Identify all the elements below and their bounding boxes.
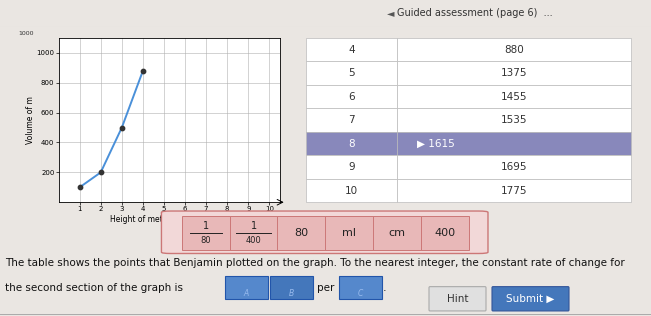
FancyBboxPatch shape [306, 38, 397, 61]
Text: 80: 80 [294, 228, 309, 238]
FancyBboxPatch shape [429, 287, 486, 311]
FancyBboxPatch shape [306, 132, 397, 155]
Point [117, 125, 127, 130]
Point [74, 185, 85, 190]
Text: 1695: 1695 [501, 162, 527, 172]
Text: 5: 5 [348, 68, 355, 78]
Text: Submit ▶: Submit ▶ [506, 294, 555, 304]
Y-axis label: Volume of m: Volume of m [26, 96, 35, 144]
Text: cm: cm [389, 228, 406, 238]
FancyBboxPatch shape [225, 276, 268, 299]
Text: 1535: 1535 [501, 115, 527, 125]
Text: 400: 400 [246, 236, 262, 245]
Text: 4: 4 [348, 45, 355, 55]
Point [96, 170, 106, 175]
FancyBboxPatch shape [492, 287, 569, 311]
Text: 1: 1 [203, 221, 209, 231]
FancyBboxPatch shape [306, 179, 397, 202]
Text: The table shows the points that Benjamin plotted on the graph. To the nearest in: The table shows the points that Benjamin… [5, 258, 625, 268]
FancyBboxPatch shape [397, 108, 631, 132]
FancyBboxPatch shape [373, 216, 421, 250]
Text: 10: 10 [345, 185, 358, 196]
FancyBboxPatch shape [182, 216, 230, 250]
FancyBboxPatch shape [421, 216, 469, 250]
Text: Hint: Hint [447, 294, 468, 304]
Text: 1375: 1375 [501, 68, 527, 78]
FancyBboxPatch shape [306, 155, 397, 179]
Text: 8: 8 [348, 138, 355, 149]
FancyBboxPatch shape [397, 179, 631, 202]
Text: B: B [288, 289, 294, 298]
Text: ◄: ◄ [387, 9, 395, 18]
Text: 6: 6 [348, 92, 355, 102]
FancyBboxPatch shape [397, 132, 631, 155]
Text: 1775: 1775 [501, 185, 527, 196]
Text: ml: ml [342, 228, 356, 238]
Point [138, 68, 148, 73]
FancyBboxPatch shape [306, 85, 397, 108]
Text: C: C [357, 289, 363, 298]
Text: 7: 7 [348, 115, 355, 125]
Text: 9: 9 [348, 162, 355, 172]
FancyBboxPatch shape [270, 276, 312, 299]
FancyBboxPatch shape [326, 216, 374, 250]
FancyBboxPatch shape [339, 276, 381, 299]
Text: .: . [383, 283, 387, 293]
FancyBboxPatch shape [397, 85, 631, 108]
FancyBboxPatch shape [230, 216, 278, 250]
FancyBboxPatch shape [306, 61, 397, 85]
FancyBboxPatch shape [397, 155, 631, 179]
FancyBboxPatch shape [161, 211, 488, 253]
Text: A: A [243, 289, 249, 298]
X-axis label: Height of metal in centimeters: Height of metal in centimeters [111, 215, 228, 224]
Text: 400: 400 [434, 228, 456, 238]
FancyBboxPatch shape [306, 108, 397, 132]
Text: the second section of the graph is: the second section of the graph is [5, 283, 183, 293]
Text: Guided assessment (page 6)  ...: Guided assessment (page 6) ... [397, 9, 553, 18]
FancyBboxPatch shape [277, 216, 326, 250]
FancyBboxPatch shape [397, 61, 631, 85]
Text: 1: 1 [251, 221, 257, 231]
Text: 1000: 1000 [19, 31, 35, 36]
FancyBboxPatch shape [397, 38, 631, 61]
Text: 880: 880 [505, 45, 524, 55]
Text: 80: 80 [201, 236, 212, 245]
Text: 1455: 1455 [501, 92, 527, 102]
Text: ▶ 1615: ▶ 1615 [417, 138, 454, 149]
Text: per: per [317, 283, 335, 293]
